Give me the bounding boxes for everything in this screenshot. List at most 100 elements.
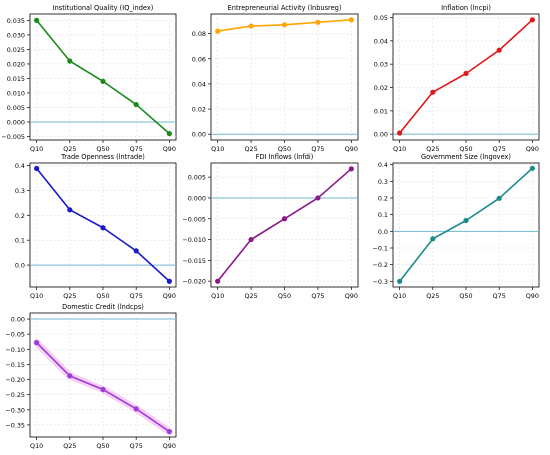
plot-area — [210, 13, 359, 141]
x-tick-label: Q10 — [393, 145, 406, 153]
data-point — [248, 23, 254, 29]
subplot-title: FDI Inflows (lnfdi) — [256, 153, 314, 161]
subplot-title: Trade Openness (lntrade) — [60, 153, 145, 161]
data-point — [166, 278, 172, 284]
y-tick-label: −0.005 — [1, 133, 25, 141]
x-tick-label: Q25 — [426, 145, 439, 153]
x-tick-label: Q50 — [96, 292, 109, 300]
data-point — [397, 278, 403, 284]
y-tick-label: 0.3 — [15, 187, 25, 195]
data-point — [496, 195, 502, 201]
data-point — [281, 216, 288, 222]
data-point — [133, 248, 139, 254]
y-tick-label: −0.35 — [5, 421, 25, 429]
data-point — [315, 19, 321, 25]
data-point — [529, 165, 535, 171]
x-tick-label: Q75 — [493, 292, 506, 300]
x-tick-label: Q50 — [96, 145, 109, 153]
subplot: 0.4 0.3 0.2 0.1 0.0 Q10 Q25 Q50 Q75 Q90 Trade Open… — [15, 153, 177, 300]
x-tick-label: Q50 — [278, 145, 291, 153]
y-tick-label: −0.020 — [182, 278, 206, 286]
y-tick-label: 0.4 — [378, 161, 388, 169]
y-tick-label: 0.08 — [192, 30, 206, 38]
data-point — [34, 340, 40, 346]
y-tick-label: 0.005 — [7, 104, 25, 112]
data-point — [166, 131, 172, 137]
data-point — [67, 58, 73, 64]
data-point — [67, 207, 73, 213]
subplot: 0.05 0.04 0.03 0.02 0.01 0.00 Q10 Q25 Q50 Q75 Q90 I… — [374, 4, 540, 153]
data-point — [100, 225, 106, 231]
subplot: 0.005 0.000 −0.005 −0.010 −0.015 −0.020 Q10 Q25… — [182, 153, 359, 300]
x-tick-label: Q25 — [245, 292, 258, 300]
data-point — [166, 428, 172, 435]
y-tick-label: 0.035 — [7, 17, 25, 25]
x-tick-label: Q25 — [63, 145, 76, 153]
x-tick-label: Q90 — [163, 145, 176, 153]
y-tick-label: −0.010 — [182, 236, 206, 244]
data-point — [348, 17, 354, 23]
data-point — [463, 70, 469, 77]
subplot-title: Government Size (lngovex) — [421, 153, 511, 161]
y-tick-label: −0.005 — [182, 215, 206, 223]
y-tick-label: 0.020 — [7, 60, 25, 68]
data-point — [215, 278, 221, 284]
x-tick-label: Q90 — [345, 292, 358, 300]
x-tick-label: Q10 — [30, 442, 43, 450]
data-point — [34, 165, 40, 172]
y-tick-label: 0.030 — [7, 31, 25, 39]
y-tick-label: 0.04 — [192, 80, 206, 88]
x-tick-label: Q90 — [526, 292, 539, 300]
y-tick-label: 0.00 — [11, 316, 25, 324]
y-tick-label: 0.0 — [378, 228, 388, 236]
x-tick-label: Q75 — [311, 145, 324, 153]
data-point — [397, 130, 403, 136]
y-tick-label: −0.15 — [5, 361, 25, 369]
y-tick-label: 0.005 — [188, 174, 206, 182]
y-tick-label: −0.30 — [5, 406, 25, 414]
data-point — [430, 236, 436, 242]
y-tick-label: 0.000 — [7, 119, 25, 127]
data-point — [67, 373, 73, 379]
y-tick-label: 0.02 — [374, 84, 388, 92]
y-tick-label: 0.02 — [192, 106, 206, 114]
y-tick-label: −0.05 — [5, 331, 25, 339]
x-tick-label: Q75 — [493, 145, 506, 153]
data-point — [100, 78, 106, 84]
y-tick-label: 0.03 — [374, 61, 388, 69]
data-point — [529, 17, 535, 23]
x-tick-label: Q90 — [345, 145, 358, 153]
y-tick-label: 0.1 — [15, 237, 25, 245]
data-point — [348, 166, 354, 172]
data-point — [100, 386, 106, 393]
y-tick-label: 0.025 — [7, 46, 25, 54]
data-point — [430, 89, 436, 95]
y-tick-label: 0.2 — [15, 212, 25, 220]
y-tick-label: −0.25 — [5, 391, 25, 399]
y-tick-label: 0.00 — [374, 131, 388, 139]
y-tick-label: 0.010 — [7, 89, 25, 97]
y-tick-label: 0.015 — [7, 75, 25, 83]
y-tick-label: 0.00 — [192, 131, 206, 139]
y-tick-label: 0.1 — [378, 211, 388, 219]
y-tick-label: 0.3 — [378, 178, 388, 186]
data-point — [133, 406, 139, 412]
y-tick-label: −0.10 — [5, 346, 25, 354]
x-tick-label: Q75 — [311, 292, 324, 300]
y-tick-label: 0.05 — [374, 14, 388, 22]
y-tick-label: 0.01 — [374, 107, 388, 115]
data-point — [34, 17, 40, 23]
subplot: 0.08 0.06 0.04 0.02 0.00 Q10 Q25 Q50 Q75 Q90 Entre… — [192, 4, 359, 153]
y-tick-label: −0.20 — [5, 376, 25, 384]
x-tick-label: Q10 — [393, 292, 406, 300]
y-tick-label: 0.4 — [15, 162, 25, 170]
x-tick-label: Q10 — [30, 145, 43, 153]
x-tick-label: Q90 — [163, 442, 176, 450]
subplot: 0.00 −0.05 −0.10 −0.15 −0.20 −0.25 −0.30 −0.35 Q… — [5, 303, 177, 450]
x-tick-label: Q25 — [426, 292, 439, 300]
x-tick-label: Q10 — [211, 145, 224, 153]
x-tick-label: Q50 — [278, 292, 291, 300]
subplot-title: Domestic Credit (lndcps) — [62, 303, 144, 311]
subplot-title: Entrepreneurial Activity (lnbusreg) — [228, 4, 342, 12]
subplot: 0.035 0.030 0.025 0.020 0.015 0.010 0.005 0.000… — [1, 4, 177, 153]
